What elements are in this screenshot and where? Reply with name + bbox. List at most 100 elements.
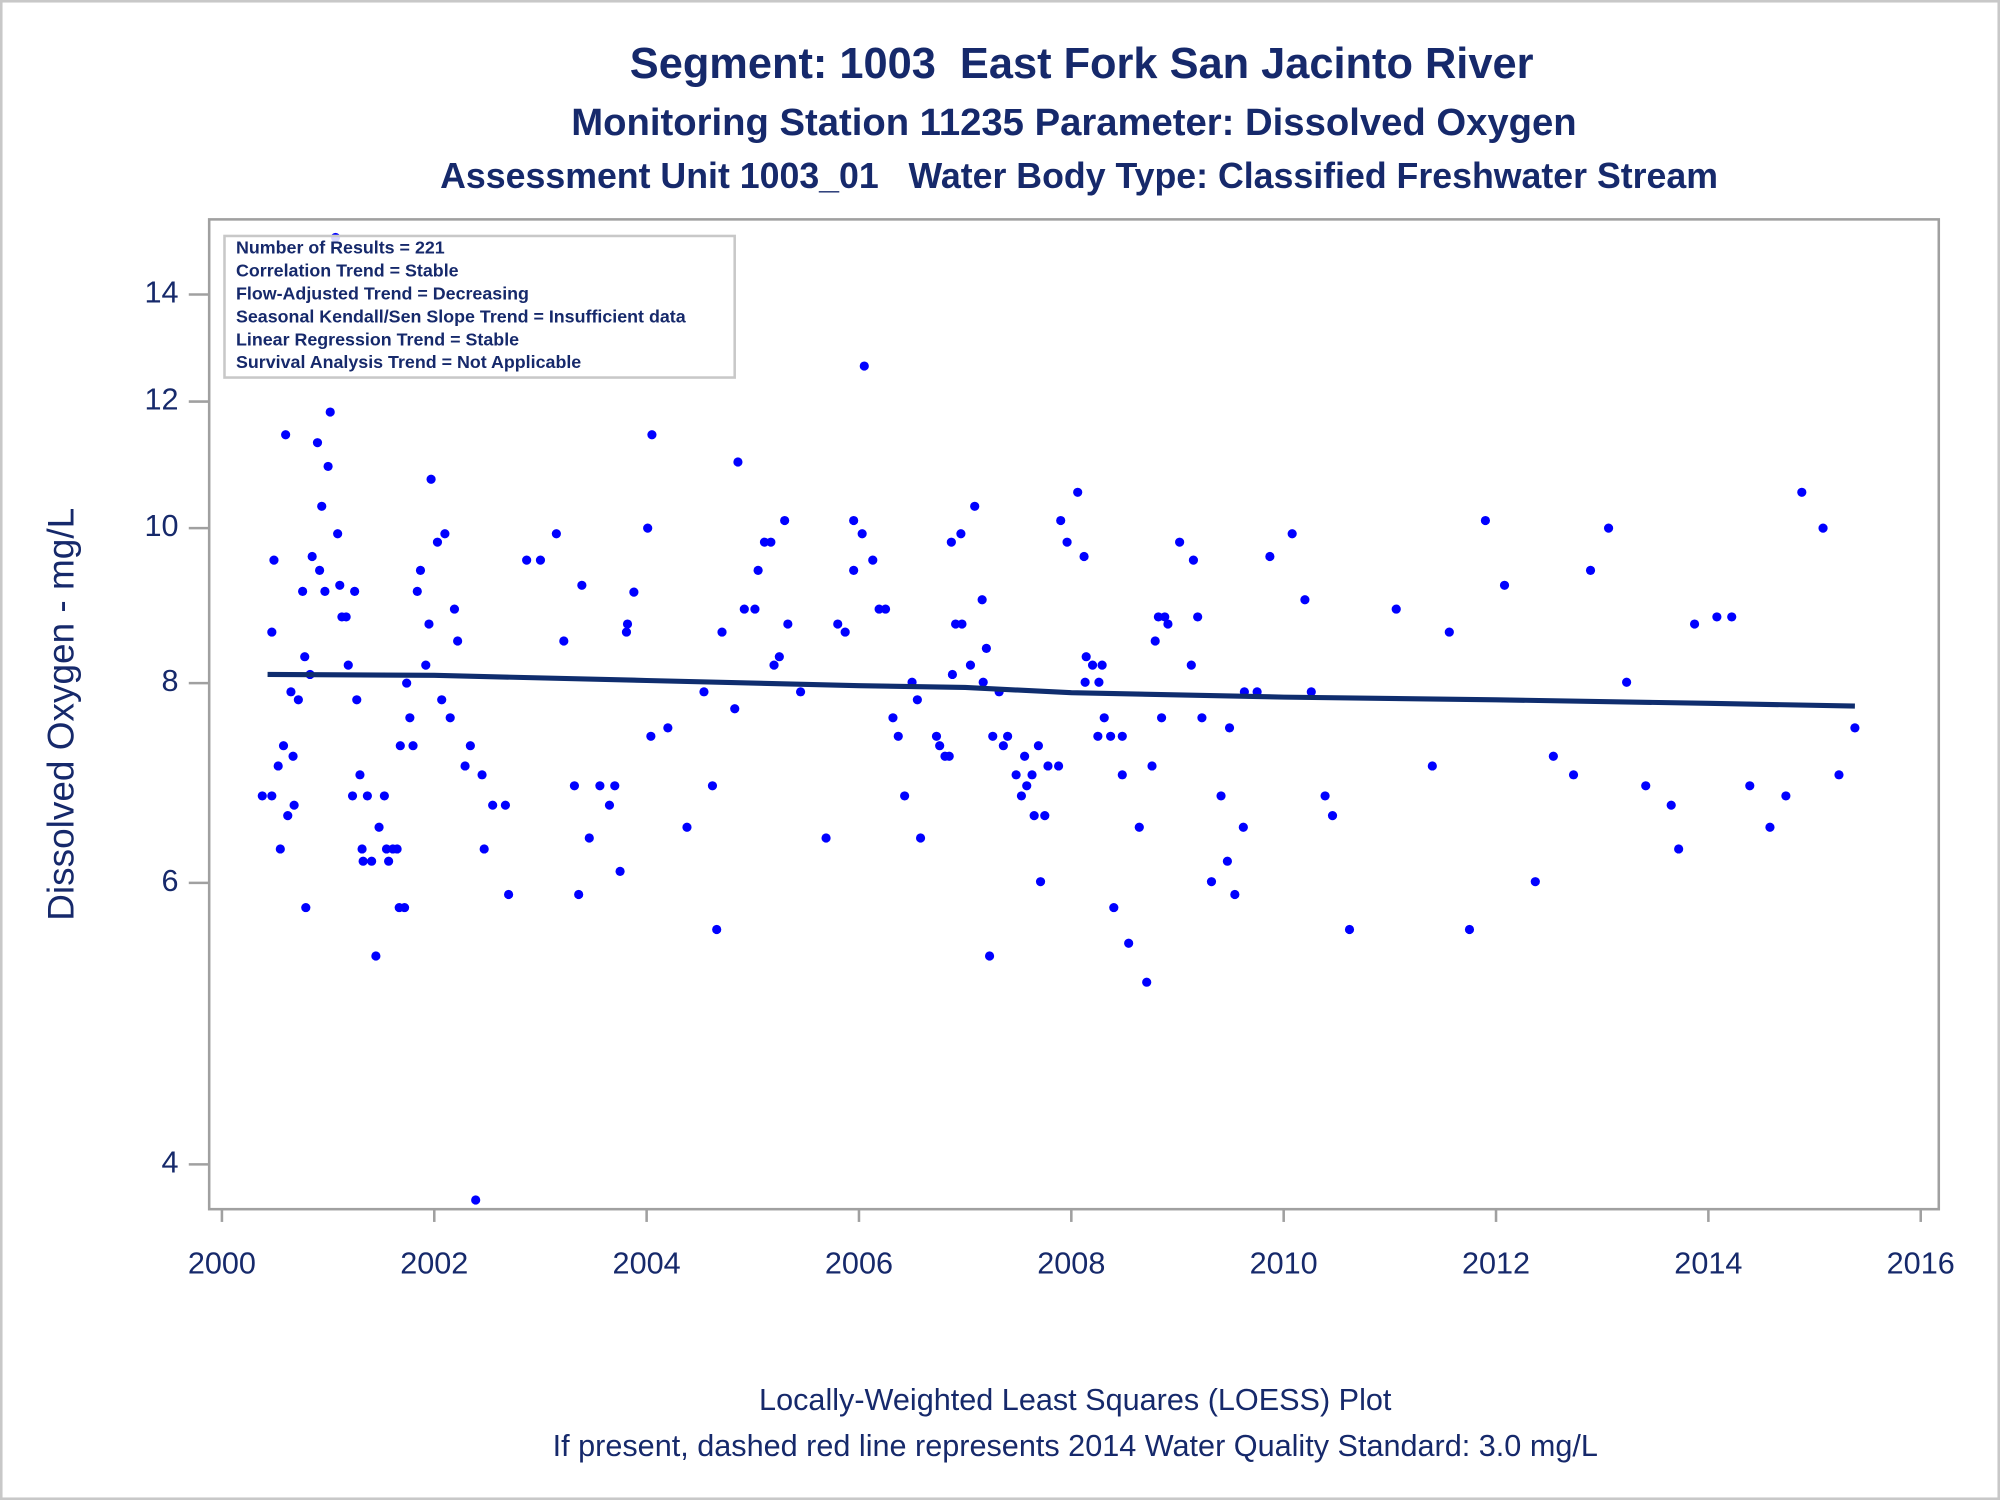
data-point [1781, 791, 1791, 801]
data-point [1216, 791, 1226, 801]
data-point [1106, 731, 1116, 741]
data-point [1003, 731, 1013, 741]
footnote: Locally-Weighted Least Squares (LOESS) P… [759, 1383, 1392, 1417]
data-point [730, 704, 740, 714]
data-point [1320, 791, 1330, 801]
data-point [956, 529, 966, 539]
data-point [1666, 800, 1676, 810]
data-point [488, 800, 498, 810]
annotation-box [223, 234, 736, 379]
data-point [405, 713, 415, 723]
data-point [267, 627, 277, 637]
data-point [821, 833, 831, 843]
data-point [1206, 877, 1217, 887]
data-point [267, 791, 277, 801]
data-point [1850, 723, 1860, 733]
data-point [504, 889, 514, 900]
data-point [1099, 713, 1109, 723]
data-point [739, 604, 749, 614]
data-point [1265, 551, 1275, 562]
data-point [408, 741, 418, 751]
x-tick-label: 2008 [1037, 1246, 1105, 1280]
data-point [946, 537, 956, 547]
data-point [357, 844, 367, 854]
data-point [584, 833, 594, 843]
data-point [988, 731, 998, 741]
annotation: Linear Regression Trend = Stable [236, 329, 519, 349]
data-point [947, 669, 958, 680]
data-point [399, 902, 410, 913]
data-point [931, 731, 942, 741]
data-point [1080, 677, 1090, 687]
data-point [977, 595, 987, 605]
data-point [1153, 612, 1163, 622]
plot-marks [257, 232, 1860, 1205]
data-point [437, 695, 447, 705]
data-point [1444, 627, 1454, 637]
data-point [759, 537, 770, 547]
data-point [621, 627, 632, 637]
annotation: Survival Analysis Trend = Not Applicable [236, 352, 581, 372]
data-point [753, 565, 763, 575]
data-point [998, 741, 1008, 751]
data-point [1287, 529, 1297, 539]
data-point [1056, 515, 1066, 526]
data-point [371, 951, 381, 961]
data-point [1094, 677, 1104, 687]
data-point [1117, 731, 1127, 741]
data-point [1327, 811, 1338, 821]
data-point [426, 474, 436, 484]
data-point [1163, 619, 1173, 629]
data-point [453, 636, 463, 646]
data-point [1147, 761, 1157, 771]
data-point [951, 619, 961, 629]
data-point [1674, 844, 1684, 854]
data-point [275, 844, 285, 854]
data-point [1027, 770, 1037, 780]
data-point [460, 761, 470, 771]
data-point [569, 781, 580, 791]
data-point [1344, 924, 1355, 935]
data-point [559, 636, 569, 646]
data-point [421, 660, 431, 670]
data-point [358, 856, 368, 866]
data-point [522, 555, 532, 565]
data-point [374, 822, 384, 832]
data-point [981, 643, 991, 653]
data-point [766, 537, 776, 547]
plot-frame [207, 218, 1941, 1211]
data-point [293, 695, 303, 705]
data-point [1765, 822, 1775, 832]
data-point [352, 695, 362, 705]
data-point [278, 741, 289, 751]
data-point [1124, 938, 1134, 948]
loess-line [267, 671, 1855, 709]
data-point [362, 791, 372, 801]
data-point [1156, 713, 1167, 723]
data-point [978, 677, 988, 687]
data-point [699, 687, 709, 697]
data-point [1020, 751, 1030, 761]
data-point [965, 660, 976, 670]
data-point [1306, 687, 1316, 697]
data-point [615, 866, 625, 876]
data-point [301, 902, 311, 913]
data-point [1062, 537, 1072, 547]
y-tick-label: 14 [145, 276, 179, 310]
data-point [1464, 924, 1475, 935]
data-point [900, 791, 910, 801]
data-point [317, 501, 327, 511]
data-point [1033, 741, 1044, 751]
data-point [629, 587, 639, 597]
data-point [1641, 781, 1651, 791]
data-point [1548, 751, 1558, 761]
data-point [1818, 523, 1828, 533]
data-point [379, 791, 389, 801]
data-point [335, 580, 345, 590]
data-point [912, 695, 922, 705]
annotation: Seasonal Kendall/Sen Slope Trend = Insuf… [236, 306, 687, 326]
data-point [1022, 781, 1032, 791]
data-point [1150, 636, 1160, 646]
chart-subtitle-2: Assessment Unit 1003_01 Water Body Type:… [440, 156, 1718, 196]
